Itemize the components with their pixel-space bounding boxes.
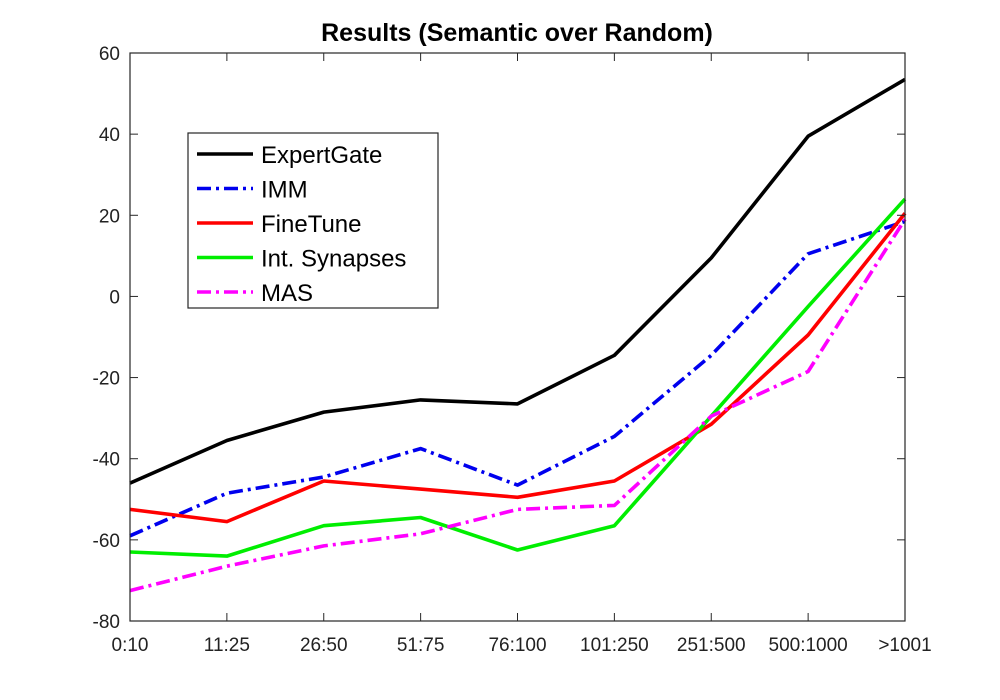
legend-label-expertgate: ExpertGate xyxy=(261,142,382,169)
legend-label-mas: MAS xyxy=(261,280,313,307)
series-line-int-synapses xyxy=(129,197,907,558)
series-line-imm xyxy=(129,219,906,538)
x-tick-label: 11:25 xyxy=(204,635,250,656)
chart-title: Results (Semantic over Random) xyxy=(321,19,713,47)
x-tick-label: 26:50 xyxy=(300,635,348,656)
series-line-mas xyxy=(129,218,907,593)
axis-ticks: 0:10 11:25 26:50 51:75 76:100 101:250 251:500 5… xyxy=(93,44,932,656)
legend-label-int-synapses: Int. Synapses xyxy=(261,246,406,273)
y-tick-label: 20 xyxy=(99,206,120,227)
plot-area xyxy=(129,77,907,593)
y-tick-label: -20 xyxy=(93,369,120,390)
x-tick-label: 0:10 xyxy=(112,635,149,656)
x-tick-label: 101:250 xyxy=(580,635,649,656)
y-tick-label: -80 xyxy=(93,612,120,633)
series-line-expertgate xyxy=(129,77,906,485)
y-tick-label: -40 xyxy=(93,450,120,471)
series-line-finetune xyxy=(129,212,907,524)
x-tick-label: 500:1000 xyxy=(769,635,848,656)
legend-box xyxy=(187,132,439,309)
legend-label-imm: IMM xyxy=(261,177,308,204)
x-tick-label: >1001 xyxy=(878,635,931,656)
x-tick-label: 76:100 xyxy=(488,635,546,656)
y-tick-label: -60 xyxy=(93,531,120,552)
legend-label-finetune: FineTune xyxy=(261,211,362,238)
x-tick-label: 251:500 xyxy=(677,635,746,656)
y-tick-label: 60 xyxy=(99,44,120,65)
y-tick-label: 40 xyxy=(99,125,120,146)
y-tick-label: 0 xyxy=(109,287,120,308)
legend: ExpertGate IMM FineTune Int. Synapses MAS xyxy=(187,132,439,309)
x-tick-label: 51:75 xyxy=(397,635,445,656)
